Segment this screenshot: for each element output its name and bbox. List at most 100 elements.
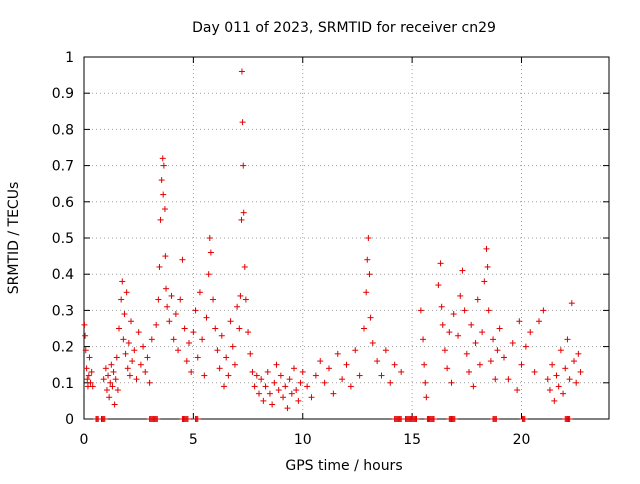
data-point — [522, 343, 529, 350]
data-point — [153, 321, 160, 328]
data-point — [124, 365, 131, 372]
data-point — [312, 372, 319, 379]
data-point — [466, 368, 472, 375]
data-point — [364, 256, 371, 263]
data-point — [121, 311, 128, 318]
data-point — [573, 379, 580, 386]
data-point — [483, 245, 490, 252]
data-point — [382, 347, 389, 354]
data-point — [476, 361, 483, 368]
data-point — [82, 332, 89, 339]
data-point — [509, 339, 516, 346]
data-point — [299, 368, 306, 375]
data-point — [114, 387, 121, 394]
data-point — [304, 383, 311, 390]
data-point — [118, 296, 125, 303]
y-tick-label: 0 — [65, 412, 74, 428]
data-point — [172, 311, 179, 318]
x-tick-label: 20 — [513, 432, 531, 448]
data-point — [562, 365, 569, 372]
data-point — [439, 321, 446, 328]
data-point — [218, 332, 225, 339]
data-point — [352, 347, 359, 354]
data-point — [86, 354, 93, 361]
data-point — [308, 394, 315, 401]
data-point — [247, 350, 254, 357]
data-point — [361, 325, 367, 332]
data-point — [555, 383, 562, 390]
data-point — [262, 383, 269, 390]
data-point — [288, 390, 295, 397]
data-point — [568, 300, 575, 307]
data-point — [363, 289, 370, 296]
data-point — [317, 358, 324, 365]
data-point — [81, 321, 88, 328]
data-point — [468, 321, 475, 328]
data-point — [413, 416, 420, 422]
data-point — [240, 162, 247, 169]
data-point — [549, 361, 556, 368]
data-point — [297, 379, 304, 386]
data-point — [490, 336, 497, 343]
y-tick-label: 0.1 — [52, 376, 74, 392]
data-point — [194, 416, 201, 422]
data-point — [196, 289, 203, 296]
data-point — [131, 347, 138, 354]
data-point — [291, 365, 297, 372]
data-point — [551, 397, 558, 404]
data-point — [88, 368, 95, 375]
data-point — [343, 361, 350, 368]
data-point — [183, 358, 190, 365]
data-point — [258, 376, 265, 383]
data-point — [210, 296, 217, 303]
data-point — [231, 361, 238, 368]
data-point — [463, 350, 470, 357]
data-point — [544, 376, 551, 383]
data-point — [179, 256, 186, 263]
data-point — [186, 339, 192, 346]
data-point — [144, 354, 151, 361]
data-point — [484, 263, 491, 270]
data-point — [367, 314, 374, 321]
data-point — [422, 379, 429, 386]
chart-title: Day 011 of 2023, SRMTID for receiver cn2… — [192, 20, 496, 36]
data-point — [553, 372, 560, 379]
data-point — [282, 383, 289, 390]
data-point — [159, 155, 166, 162]
data-point — [249, 368, 256, 375]
data-point — [89, 383, 96, 390]
data-point — [84, 376, 91, 383]
data-point — [505, 376, 512, 383]
data-point — [451, 416, 458, 422]
data-point — [492, 376, 499, 383]
data-point — [540, 307, 547, 314]
data-point — [113, 354, 120, 361]
data-point — [366, 271, 373, 278]
data-point — [273, 361, 280, 368]
y-tick-label: 0.7 — [52, 159, 74, 175]
data-point — [461, 307, 468, 314]
data-point — [493, 416, 500, 422]
data-point — [203, 314, 210, 321]
data-point — [284, 405, 291, 412]
data-point — [156, 263, 163, 270]
data-point — [448, 379, 455, 386]
y-tick-label: 0.5 — [52, 231, 74, 247]
data-point — [221, 383, 227, 390]
data-point — [455, 332, 462, 339]
data-point — [251, 383, 258, 390]
x-tick-label: 0 — [80, 432, 89, 448]
data-point — [474, 296, 481, 303]
data-point — [194, 354, 201, 361]
data-point — [106, 394, 113, 401]
data-point — [236, 325, 243, 332]
data-point — [188, 368, 195, 375]
data-point — [423, 394, 430, 401]
x-tick-label: 5 — [189, 432, 198, 448]
data-point — [527, 329, 534, 336]
data-point — [82, 347, 89, 354]
data-point — [238, 68, 245, 75]
y-tick-label: 0.6 — [52, 195, 74, 211]
data-point — [119, 278, 126, 285]
